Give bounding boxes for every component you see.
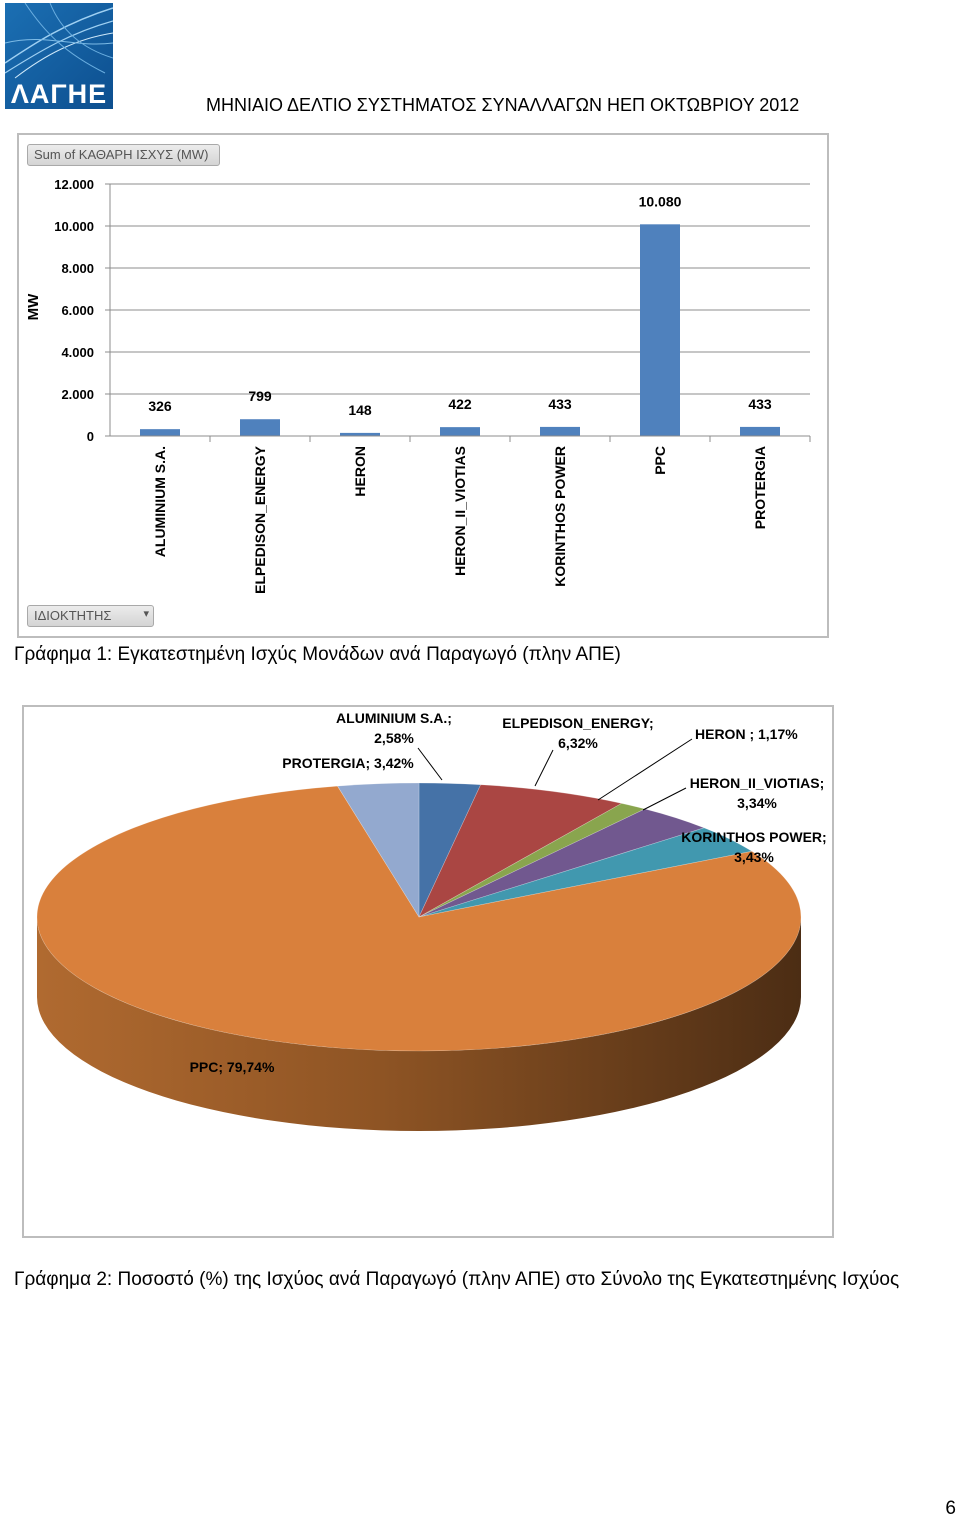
- x-category-label: PROTERGIA: [752, 446, 768, 529]
- pivot-filter-button[interactable]: ΙΔΙΟΚΤΗΤΗΣ ▾: [27, 605, 154, 627]
- y-tick-label: 2.000: [61, 387, 94, 402]
- pivot-filter-label: ΙΔΙΟΚΤΗΤΗΣ: [34, 608, 112, 623]
- bar-chart-caption: Γράφημα 1: Εγκατεστημένη Ισχύς Μονάδων α…: [14, 644, 621, 665]
- pie-data-label: HERON ; 1,17%: [695, 726, 798, 742]
- pie-slice: [418, 782, 482, 918]
- pie-slice: [36, 785, 802, 1052]
- bar-value-label: 10.080: [639, 193, 682, 209]
- x-category-label: KORINTHOS POWER: [552, 446, 568, 587]
- bar: [340, 432, 380, 436]
- y-axis-label: MW: [25, 293, 42, 320]
- pie-data-label: PROTERGIA; 3,42%: [282, 755, 414, 771]
- pie-data-label: 2,58%: [374, 730, 414, 746]
- pie-chart-caption: Γράφημα 2: Ποσοστό (%) της Ισχύος ανά Πα…: [14, 1269, 900, 1290]
- page-number: 6: [945, 1498, 956, 1519]
- pie-data-label: KORINTHOS POWER;: [681, 829, 826, 845]
- y-tick-label: 0: [87, 429, 94, 444]
- x-category-label: PPC: [652, 446, 668, 475]
- bar: [740, 426, 780, 436]
- bar-chart-frame: [17, 133, 829, 638]
- bar-value-label: 433: [748, 396, 772, 412]
- pie-side-ppc: [37, 917, 801, 1131]
- bar-value-label: 433: [548, 396, 572, 412]
- bar-value-label: 148: [348, 402, 372, 418]
- y-tick-label: 12.000: [54, 177, 94, 192]
- pie-data-label: 3,34%: [737, 795, 777, 811]
- x-category-label: HERON_II_VIOTIAS: [452, 446, 468, 576]
- bar-chart: 0 2.000 4.000 6.000 8.000 10.000 12.000 MW 326 AL…: [25, 177, 811, 594]
- bar: [240, 419, 280, 436]
- bar-value-label: 326: [148, 398, 172, 414]
- bar: [140, 429, 180, 436]
- pie-leader-line: [534, 749, 554, 787]
- pie-data-label: HERON_II_VIOTIAS;: [690, 775, 825, 791]
- x-category-label: ELPEDISON_ENERGY: [252, 445, 268, 593]
- bar: [640, 224, 680, 436]
- x-category-label: HERON: [352, 446, 368, 497]
- bar: [440, 427, 480, 436]
- pie-data-label: PPC; 79,74%: [190, 1059, 275, 1075]
- pie-leader-line: [597, 738, 693, 801]
- pivot-field-button[interactable]: Sum of ΚΑΘΑΡΗ ΙΣΧΥΣ (MW): [27, 144, 220, 166]
- pie-leader-line: [642, 787, 687, 811]
- pie-leader-line: [417, 747, 443, 781]
- pie-chart: ALUMINIUM S.A.; 2,58% ELPEDISON_ENERGY; 6,3…: [36, 710, 827, 1131]
- y-tick-label: 4.000: [61, 345, 94, 360]
- pie-data-label: 3,43%: [734, 849, 774, 865]
- bar: [540, 426, 580, 436]
- pie-data-label: ELPEDISON_ENERGY;: [502, 715, 653, 731]
- x-category-label: ALUMINIUM S.A.: [152, 446, 168, 557]
- y-tick-label: 8.000: [61, 261, 94, 276]
- pie-slice: [337, 782, 420, 919]
- bar-value-label: 422: [448, 396, 472, 412]
- logo-text: ΛΑΓΗΕ: [11, 79, 107, 109]
- pie-data-label: ALUMINIUM S.A.;: [336, 710, 452, 726]
- bar-value-label: 799: [248, 388, 272, 404]
- filter-dropdown-icon: ▾: [143, 608, 149, 620]
- laghe-logo: ΛΑΓΗΕ: [5, 3, 113, 109]
- pie-slice: [418, 784, 623, 918]
- y-tick-label: 10.000: [54, 219, 94, 234]
- y-tick-label: 6.000: [61, 303, 94, 318]
- pie-slice: [418, 827, 753, 918]
- page-title: ΜΗΝΙΑΙΟ ΔΕΛΤΙΟ ΣΥΣΤΗΜΑΤΟΣ ΣΥΝΑΛΛΑΓΩΝ ΗΕΠ…: [206, 95, 800, 115]
- pie-data-label: 6,32%: [558, 735, 598, 751]
